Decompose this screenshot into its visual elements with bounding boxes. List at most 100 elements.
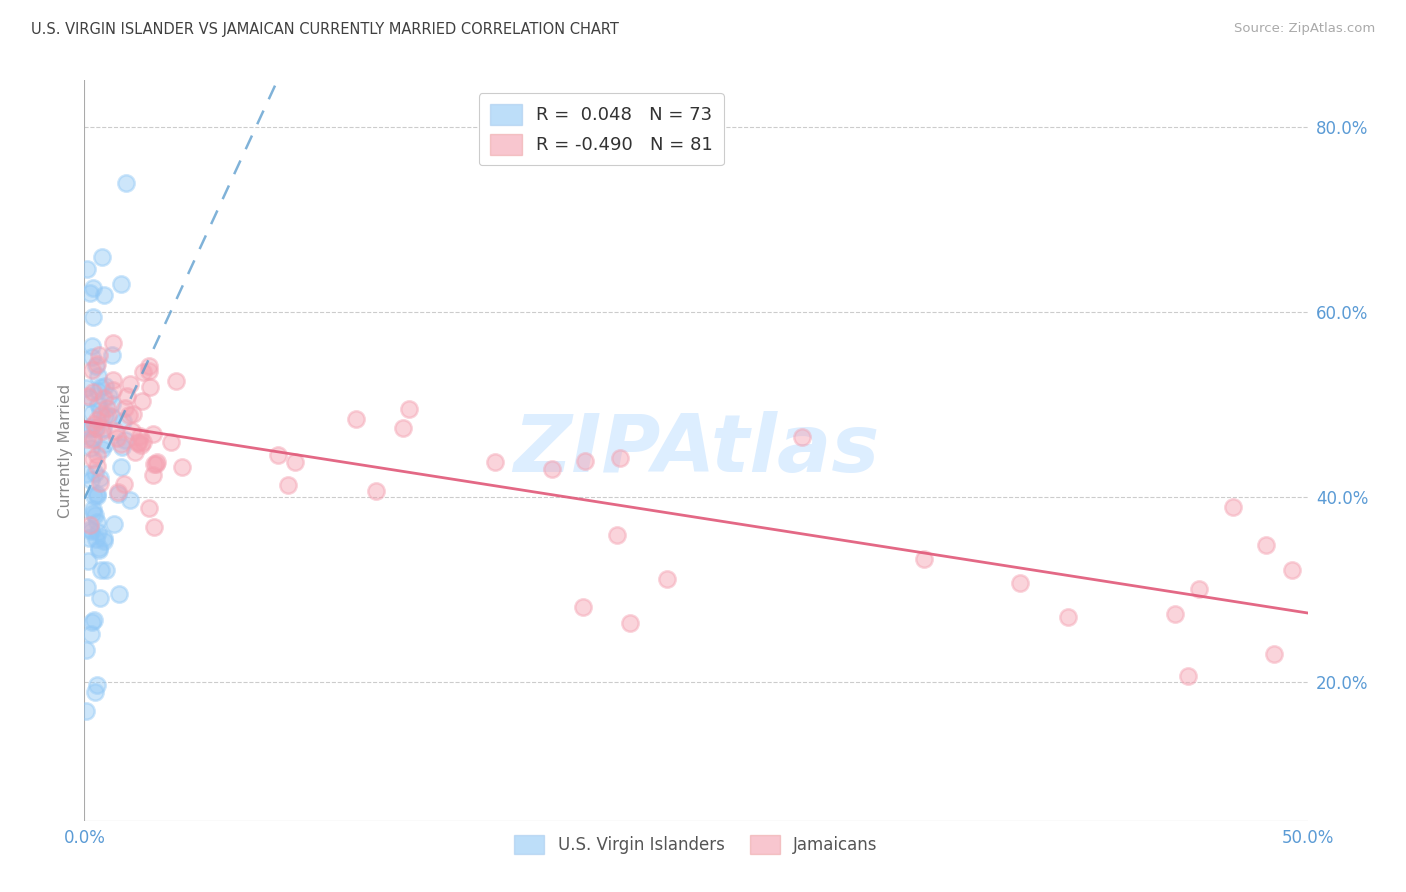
Point — [83, 467, 105, 481]
Point — [97, 389, 120, 403]
Point — [77, 389, 100, 403]
Point — [93, 391, 115, 405]
Point — [110, 277, 132, 292]
Point — [484, 455, 506, 469]
Point — [1254, 538, 1277, 552]
Point — [101, 410, 124, 425]
Point — [80, 350, 103, 364]
Point — [790, 430, 813, 444]
Point — [619, 616, 641, 631]
Point — [114, 476, 136, 491]
Point — [107, 487, 129, 501]
Point — [574, 453, 596, 467]
Point — [110, 440, 132, 454]
Point — [86, 357, 108, 371]
Point — [76, 433, 98, 447]
Point — [87, 541, 110, 555]
Point — [82, 281, 104, 295]
Point — [79, 286, 101, 301]
Point — [138, 364, 160, 378]
Point — [122, 407, 145, 421]
Text: ZIPAtlas: ZIPAtlas — [513, 411, 879, 490]
Point — [138, 359, 160, 373]
Point — [86, 489, 108, 503]
Point — [83, 417, 105, 431]
Point — [1057, 610, 1080, 624]
Point — [1008, 576, 1031, 591]
Point — [118, 493, 141, 508]
Point — [1222, 500, 1244, 514]
Point — [143, 520, 166, 534]
Point — [86, 413, 108, 427]
Point — [82, 615, 104, 630]
Point — [103, 383, 125, 397]
Point — [101, 335, 124, 350]
Point — [105, 430, 128, 444]
Point — [160, 435, 183, 450]
Point — [87, 397, 110, 411]
Point — [93, 531, 115, 545]
Point — [91, 420, 114, 434]
Point — [142, 457, 165, 471]
Point — [111, 414, 134, 428]
Point — [124, 445, 146, 459]
Point — [91, 251, 114, 265]
Point — [89, 591, 111, 606]
Point — [1177, 669, 1199, 683]
Point — [344, 411, 367, 425]
Point — [79, 422, 101, 436]
Point — [75, 643, 97, 657]
Point — [80, 363, 103, 377]
Point — [366, 483, 388, 498]
Point — [165, 374, 187, 388]
Point — [541, 462, 564, 476]
Point — [107, 587, 129, 601]
Point — [284, 455, 307, 469]
Point — [93, 378, 115, 392]
Point — [86, 421, 108, 435]
Point — [87, 368, 110, 383]
Point — [142, 467, 165, 482]
Point — [606, 527, 628, 541]
Point — [277, 478, 299, 492]
Point — [131, 365, 153, 379]
Point — [127, 434, 149, 449]
Point — [76, 262, 98, 277]
Point — [94, 563, 117, 577]
Point — [82, 507, 104, 521]
Point — [129, 438, 152, 452]
Point — [1163, 607, 1185, 621]
Point — [96, 401, 118, 416]
Point — [77, 391, 100, 405]
Point — [107, 484, 129, 499]
Point — [80, 339, 103, 353]
Point — [128, 429, 150, 443]
Point — [89, 471, 111, 485]
Point — [114, 401, 136, 415]
Point — [75, 381, 97, 395]
Point — [101, 397, 124, 411]
Point — [87, 524, 110, 539]
Point — [657, 573, 679, 587]
Point — [115, 176, 138, 190]
Point — [86, 515, 108, 529]
Point — [86, 533, 108, 547]
Point — [87, 384, 110, 399]
Point — [75, 467, 97, 481]
Point — [118, 377, 141, 392]
Point — [82, 385, 104, 400]
Point — [82, 433, 104, 447]
Point — [89, 403, 111, 417]
Point — [138, 500, 160, 515]
Point — [79, 522, 101, 536]
Point — [79, 524, 101, 538]
Point — [100, 348, 122, 362]
Point — [75, 704, 97, 718]
Point — [1263, 648, 1285, 662]
Point — [1281, 563, 1303, 577]
Point — [79, 419, 101, 434]
Point — [146, 454, 169, 468]
Point — [398, 401, 420, 416]
Point — [104, 424, 127, 438]
Point — [110, 459, 132, 474]
